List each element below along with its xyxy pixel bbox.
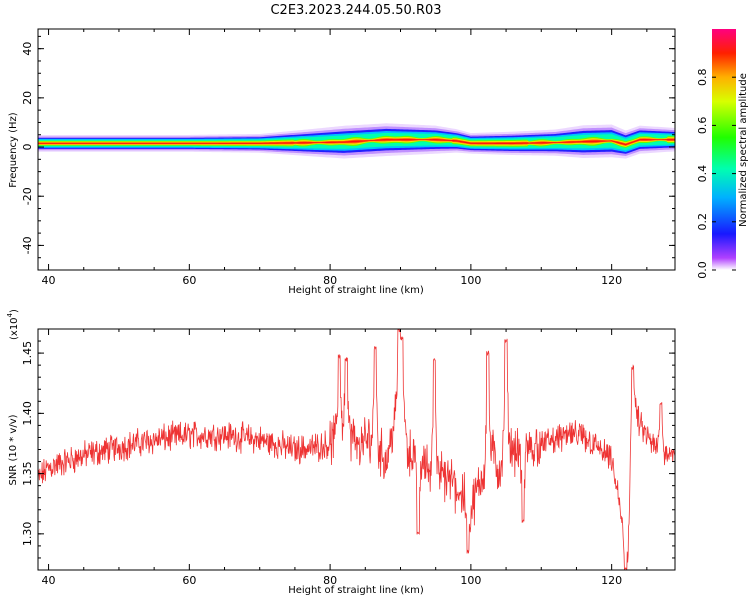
- spectrogram-x-tick-labels: 40 60 80 100 120: [42, 274, 623, 287]
- spectrogram-panel: 40 60 80 100 120 40 20 0 -20 -40 Height of strai…: [8, 28, 676, 296]
- y-tick-label: 1.45: [21, 341, 34, 366]
- snr-series-line: [38, 329, 675, 570]
- y-tick-label: 1.40: [21, 401, 34, 426]
- x-tick-label: 80: [323, 274, 337, 287]
- spectrogram-ticks: [38, 29, 675, 271]
- snr-panel: 40 60 80 100 120 1.30 1.35 1.40 1.45 Height of …: [6, 309, 676, 596]
- x-tick-label: 100: [460, 574, 481, 587]
- x-tick-label: 40: [42, 274, 56, 287]
- y-tick-label: -20: [21, 187, 34, 205]
- y-tick-label: 1.35: [21, 461, 34, 486]
- snr-x-tick-labels: 40 60 80 100 120: [42, 574, 623, 587]
- spectrogram-frame: [37, 28, 676, 271]
- colorbar-tick-label: 0.8: [696, 68, 709, 86]
- svg-text:(x104): (x104): [6, 309, 20, 340]
- snr-multiplier-label: (x104): [6, 309, 20, 340]
- x-tick-label: 60: [182, 274, 196, 287]
- y-tick-label: 1.30: [21, 522, 34, 547]
- y-tick-label: 0: [21, 144, 34, 151]
- snr-y-axis-label: SNR (10 * v/v): [8, 414, 19, 485]
- snr-multiplier-base: (x10: [9, 317, 20, 340]
- colorbar-tick-label: 0.6: [696, 117, 709, 134]
- y-tick-label: 20: [21, 91, 34, 105]
- snr-ticks: [38, 328, 675, 571]
- snr-x-axis-label: Height of straight line (km): [288, 585, 424, 596]
- spectrogram-x-axis-label: Height of straight line (km): [288, 285, 424, 296]
- colorbar-gradient: [712, 29, 736, 270]
- snr-y-tick-labels: 1.30 1.35 1.40 1.45: [21, 341, 34, 546]
- snr-multiplier-close: ): [9, 309, 20, 313]
- spectrogram-y-tick-labels: 40 20 0 -20 -40: [21, 42, 34, 255]
- x-tick-label: 80: [323, 574, 337, 587]
- x-tick-label: 60: [182, 574, 196, 587]
- colorbar-tick-label: 0.4: [696, 165, 709, 183]
- x-tick-label: 120: [601, 274, 622, 287]
- chart-title: C2E3.2023.244.05.50.R03: [270, 3, 441, 18]
- y-tick-label: 40: [21, 42, 34, 56]
- spectrogram-y-axis-label: Frequency (Hz): [8, 112, 19, 188]
- x-tick-label: 120: [601, 574, 622, 587]
- colorbar-label: Normalized spectral amplitude: [738, 73, 749, 227]
- y-tick-label: -40: [21, 236, 34, 254]
- spectrogram-band-layer: [38, 138, 675, 146]
- x-tick-label: 100: [460, 274, 481, 287]
- colorbar-tick-label: 0.2: [696, 213, 709, 231]
- x-tick-label: 40: [42, 574, 56, 587]
- snr-multiplier-exp: 4: [6, 312, 14, 317]
- spectrogram-band: [38, 123, 675, 159]
- colorbar: 0.0 0.2 0.4 0.6 0.8 Normalized spectral ampl…: [696, 29, 749, 279]
- colorbar-ticks: 0.0 0.2 0.4 0.6 0.8: [696, 68, 736, 279]
- colorbar-tick-label: 0.0: [696, 261, 709, 279]
